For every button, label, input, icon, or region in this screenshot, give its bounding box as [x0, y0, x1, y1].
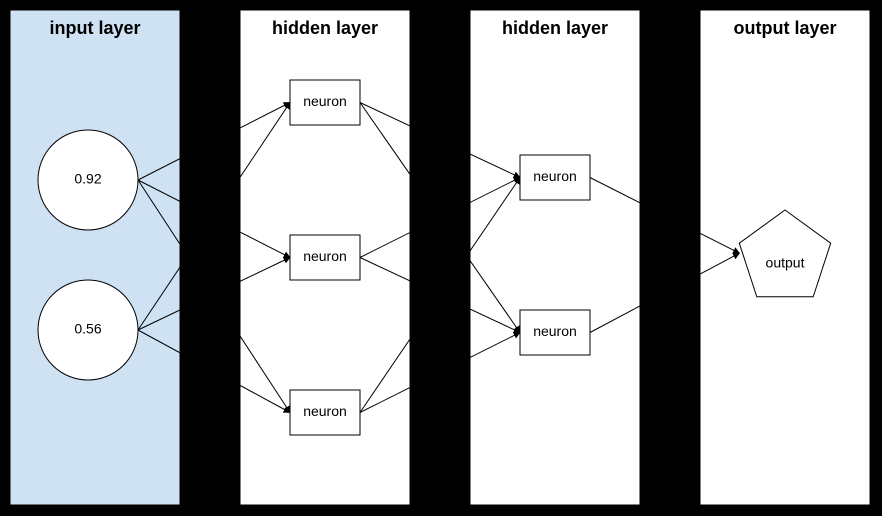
- node-label: neuron: [303, 93, 347, 109]
- layer-title: hidden layer: [272, 18, 378, 38]
- layer-title: hidden layer: [502, 18, 608, 38]
- layer-rect: [470, 10, 640, 505]
- node-label: 0.92: [74, 171, 101, 187]
- neural-network-diagram: input layer hidden layer hidden layer outpu…: [0, 0, 882, 516]
- node-label: neuron: [303, 403, 347, 419]
- node-label: neuron: [303, 248, 347, 264]
- layer-rect: [10, 10, 180, 505]
- node-label: 0.56: [74, 321, 101, 337]
- node-label: neuron: [533, 323, 577, 339]
- layer-title: input layer: [49, 18, 140, 38]
- node-label: output: [766, 255, 805, 271]
- layer-title: output layer: [733, 18, 836, 38]
- node-label: neuron: [533, 168, 577, 184]
